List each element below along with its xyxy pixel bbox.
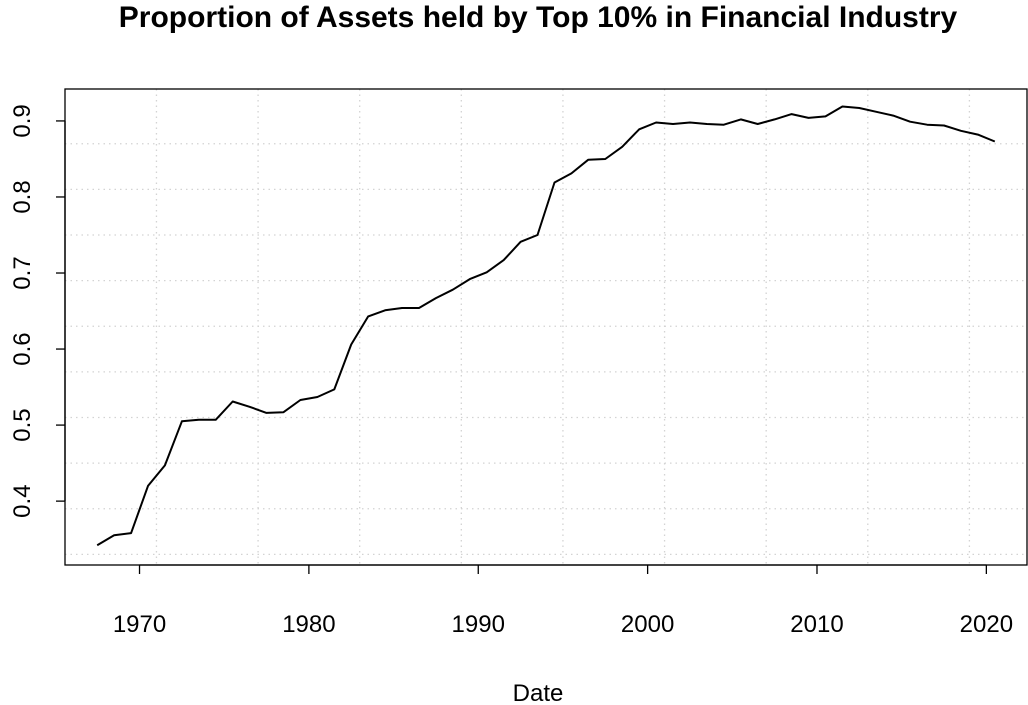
y-tick-label: 0.7 xyxy=(9,256,36,289)
x-tick-label: 1990 xyxy=(452,611,505,638)
x-tick-label: 2010 xyxy=(790,611,843,638)
x-tick-label: 1980 xyxy=(282,611,335,638)
chart-title: Proportion of Assets held by Top 10% in … xyxy=(119,1,958,34)
y-tick-label: 0.6 xyxy=(9,332,36,365)
y-tick-label: 0.9 xyxy=(9,104,36,137)
y-axis: 0.4 0.5 0.6 0.7 0.8 0.9 xyxy=(9,104,65,518)
y-tick-label: 0.8 xyxy=(9,180,36,213)
grid-lines xyxy=(65,89,1027,565)
x-tick-label: 2020 xyxy=(960,611,1013,638)
x-tick-label: 1970 xyxy=(113,611,166,638)
x-tick-label: 2000 xyxy=(621,611,674,638)
y-tick-label: 0.5 xyxy=(9,408,36,441)
plot-area-border xyxy=(65,89,1027,565)
x-axis-label: Date xyxy=(513,680,564,705)
x-axis: 1970 1980 1990 2000 2010 2020 xyxy=(113,565,1013,638)
series-line xyxy=(97,107,995,546)
y-tick-label: 0.4 xyxy=(9,484,36,517)
